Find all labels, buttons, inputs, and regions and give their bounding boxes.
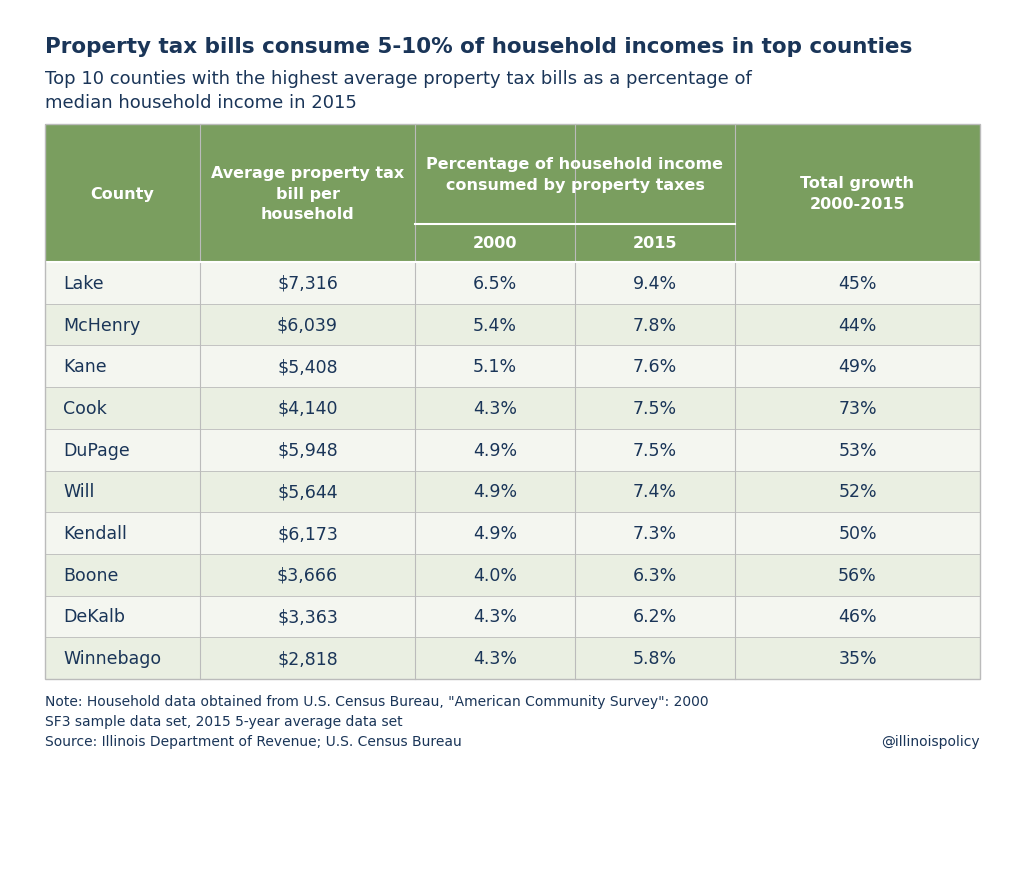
Text: Kane: Kane	[63, 358, 106, 375]
Text: 49%: 49%	[839, 358, 877, 375]
Text: 4.9%: 4.9%	[473, 483, 517, 501]
Bar	[45, 388, 980, 429]
Text: 52%: 52%	[839, 483, 877, 501]
Text: $3,363: $3,363	[278, 608, 338, 626]
Text: 6.3%: 6.3%	[633, 566, 677, 584]
Text: Kendall: Kendall	[63, 525, 127, 543]
Text: 9.4%: 9.4%	[633, 274, 677, 292]
Text: 5.8%: 5.8%	[633, 649, 677, 668]
Text: Total growth
2000-2015: Total growth 2000-2015	[801, 176, 914, 212]
Bar	[45, 596, 980, 637]
Text: Property tax bills consume 5-10% of household incomes in top counties: Property tax bills consume 5-10% of hous…	[45, 37, 912, 57]
Text: 4.3%: 4.3%	[473, 608, 517, 626]
Text: @illinoispolicy: @illinoispolicy	[882, 734, 980, 748]
Text: 44%: 44%	[839, 316, 877, 334]
Text: 5.4%: 5.4%	[473, 316, 517, 334]
Bar	[45, 429, 980, 471]
Text: 2015: 2015	[633, 236, 677, 251]
Text: 4.3%: 4.3%	[473, 649, 517, 668]
Text: $6,173: $6,173	[278, 525, 338, 543]
Bar	[45, 263, 980, 304]
Text: DeKalb: DeKalb	[63, 608, 125, 626]
Text: 7.5%: 7.5%	[633, 441, 677, 460]
Text: 50%: 50%	[839, 525, 877, 543]
Text: 53%: 53%	[839, 441, 877, 460]
Bar	[45, 125, 980, 263]
Bar	[45, 554, 980, 596]
Text: 7.3%: 7.3%	[633, 525, 677, 543]
Text: County: County	[91, 186, 155, 201]
Text: 45%: 45%	[839, 274, 877, 292]
Text: 7.5%: 7.5%	[633, 400, 677, 417]
Text: 7.6%: 7.6%	[633, 358, 677, 375]
Text: Source: Illinois Department of Revenue; U.S. Census Bureau: Source: Illinois Department of Revenue; …	[45, 734, 462, 748]
Text: $5,644: $5,644	[278, 483, 338, 501]
Bar	[45, 471, 980, 512]
Text: Top 10 counties with the highest average property tax bills as a percentage of
m: Top 10 counties with the highest average…	[45, 70, 752, 112]
Text: 73%: 73%	[839, 400, 877, 417]
Text: Average property tax
bill per
household: Average property tax bill per household	[211, 166, 404, 222]
Text: DuPage: DuPage	[63, 441, 130, 460]
Text: Note: Household data obtained from U.S. Census Bureau, "American Community Surve: Note: Household data obtained from U.S. …	[45, 695, 709, 729]
Bar	[45, 512, 980, 554]
Text: Cook: Cook	[63, 400, 106, 417]
Text: $2,818: $2,818	[278, 649, 338, 668]
Text: Boone: Boone	[63, 566, 119, 584]
Text: 6.5%: 6.5%	[473, 274, 517, 292]
Text: $7,316: $7,316	[278, 274, 338, 292]
Bar	[45, 346, 980, 388]
Bar	[45, 125, 980, 679]
Text: 4.3%: 4.3%	[473, 400, 517, 417]
Text: 46%: 46%	[839, 608, 877, 626]
Text: $4,140: $4,140	[278, 400, 338, 417]
Text: $5,408: $5,408	[278, 358, 338, 375]
Text: 4.9%: 4.9%	[473, 525, 517, 543]
Text: $5,948: $5,948	[278, 441, 338, 460]
Text: $6,039: $6,039	[278, 316, 338, 334]
Text: Lake: Lake	[63, 274, 103, 292]
Text: 4.9%: 4.9%	[473, 441, 517, 460]
Text: 7.8%: 7.8%	[633, 316, 677, 334]
Text: Will: Will	[63, 483, 94, 501]
Bar	[45, 304, 980, 346]
Text: 4.0%: 4.0%	[473, 566, 517, 584]
Text: 56%: 56%	[838, 566, 877, 584]
Bar	[45, 637, 980, 679]
Text: 35%: 35%	[839, 649, 877, 668]
Text: 7.4%: 7.4%	[633, 483, 677, 501]
Text: $3,666: $3,666	[276, 566, 338, 584]
Text: Winnebago: Winnebago	[63, 649, 161, 668]
Text: Percentage of household income
consumed by property taxes: Percentage of household income consumed …	[427, 157, 724, 192]
Text: McHenry: McHenry	[63, 316, 140, 334]
Text: 5.1%: 5.1%	[473, 358, 517, 375]
Text: 2000: 2000	[473, 236, 517, 251]
Text: 6.2%: 6.2%	[633, 608, 677, 626]
